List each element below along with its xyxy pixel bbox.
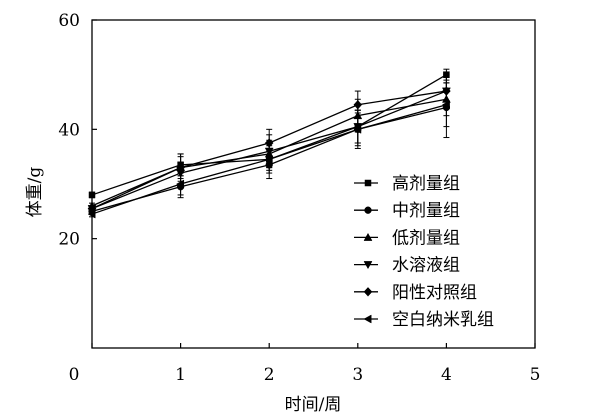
legend-item: 低剂量组 xyxy=(354,228,460,248)
legend-label: 中剂量组 xyxy=(392,201,460,221)
data-point xyxy=(264,154,273,164)
x-tick-label: 3 xyxy=(352,365,363,385)
series-layer xyxy=(87,68,451,219)
plot-frame xyxy=(91,19,536,349)
x-tick-label: 1 xyxy=(175,365,186,385)
legend-label: 低剂量组 xyxy=(392,228,460,248)
x-tick-label: 2 xyxy=(264,365,275,385)
legend-label: 高剂量组 xyxy=(392,174,460,194)
legend-marker xyxy=(363,232,373,241)
data-point xyxy=(353,124,362,134)
legend-marker xyxy=(363,261,373,270)
data-point xyxy=(441,100,450,110)
x-tick-label: 0 xyxy=(69,365,80,385)
legend-marker xyxy=(363,314,372,324)
y-axis-label: 体重/g xyxy=(25,167,45,218)
legend-marker xyxy=(364,206,372,214)
data-point xyxy=(176,179,185,189)
legend-marker xyxy=(363,287,373,297)
x-axis-label: 时间/周 xyxy=(285,395,342,415)
legend-label: 阳性对照组 xyxy=(392,283,477,303)
x-tick-label: 4 xyxy=(441,365,452,385)
legend-item: 空白纳米乳组 xyxy=(354,310,494,330)
y-tick-label: 60 xyxy=(58,11,80,31)
x-tick-label: 5 xyxy=(530,365,541,385)
y-tick-label: 20 xyxy=(58,230,80,250)
legend-item: 高剂量组 xyxy=(354,174,460,194)
legend-label: 水溶液组 xyxy=(392,256,460,276)
data-point xyxy=(353,99,363,110)
y-tick-label: 40 xyxy=(58,120,80,140)
axes: 0 1 2 3 4 5 20 40 60 xyxy=(58,11,540,385)
legend-item: 中剂量组 xyxy=(354,201,460,221)
legend-item: 水溶液组 xyxy=(354,256,460,276)
data-point xyxy=(87,209,96,219)
legend-marker xyxy=(364,179,372,187)
data-point xyxy=(88,191,96,199)
series-6 xyxy=(87,82,450,219)
legend-label: 空白纳米乳组 xyxy=(392,310,494,330)
data-point xyxy=(176,162,185,173)
legend-item: 阳性对照组 xyxy=(354,283,477,303)
